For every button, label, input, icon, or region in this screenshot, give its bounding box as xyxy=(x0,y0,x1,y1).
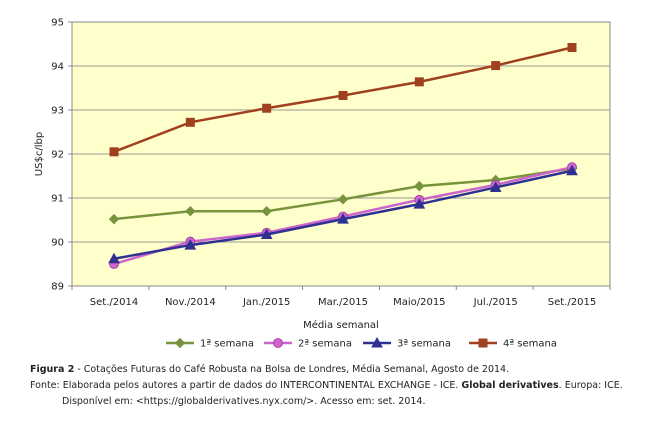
legend-label: 2ª semana xyxy=(298,339,352,350)
legend-label: 3ª semana xyxy=(397,339,451,350)
y-tick-label: 91 xyxy=(51,194,64,205)
data-point xyxy=(185,117,195,127)
legend-label: 4ª semana xyxy=(503,339,557,350)
legend-marker xyxy=(174,337,186,349)
data-point xyxy=(413,198,426,209)
y-tick-label: 95 xyxy=(51,18,64,29)
x-tick-label: Nov./2014 xyxy=(165,297,216,308)
data-point xyxy=(414,180,425,192)
source-bold: Global derivatives xyxy=(461,380,559,391)
x-tick-label: Jul./2015 xyxy=(473,297,518,308)
data-point xyxy=(566,164,578,176)
data-point xyxy=(338,90,348,100)
data-point xyxy=(109,147,119,157)
legend-marker xyxy=(478,338,488,348)
x-axis-title: Média semanal xyxy=(303,319,379,331)
figure-label: Figura 2 xyxy=(30,364,75,375)
legend: 1ª semana 2ª semana 3ª semana 4ª semana xyxy=(166,336,557,350)
legend-marker xyxy=(273,338,283,348)
series-3 xyxy=(108,164,578,264)
data-point xyxy=(337,194,349,205)
legend-item-3: 3ª semana xyxy=(363,336,451,350)
legend-label: 1ª semana xyxy=(200,339,254,350)
series-4 xyxy=(109,43,577,157)
figure-caption: Figura 2 - Cotações Futuras do Café Robu… xyxy=(30,362,509,378)
legend-item-1: 1ª semana xyxy=(166,337,254,350)
data-point xyxy=(489,181,502,192)
y-axis-title: US$c/lbp xyxy=(34,132,45,176)
data-point xyxy=(337,213,349,224)
data-point xyxy=(108,252,120,264)
y-axis-ticks: 89 90 91 92 93 94 95 xyxy=(51,18,72,293)
x-tick-label: Set./2014 xyxy=(90,297,138,308)
x-tick-label: Mar./2015 xyxy=(318,297,368,308)
data-point xyxy=(262,103,272,113)
data-point xyxy=(108,213,120,225)
source-prefix: Fonte: Elaborada pelos autores a partir … xyxy=(30,380,462,391)
x-tick-label: Maio/2015 xyxy=(393,297,445,308)
source-suffix: . Europa: ICE. xyxy=(558,380,623,391)
data-point xyxy=(185,205,196,217)
legend-item-2: 2ª semana xyxy=(264,338,352,350)
y-tick-label: 89 xyxy=(51,282,64,293)
y-tick-label: 92 xyxy=(51,150,64,161)
legend-item-4: 4ª semana xyxy=(469,338,557,350)
data-point xyxy=(261,205,272,217)
x-tick-label: Set./2015 xyxy=(548,297,596,308)
data-point xyxy=(260,228,273,240)
series-group xyxy=(108,43,578,269)
y-tick-label: 90 xyxy=(51,238,64,249)
available-line: Disponível em: <https://globalderivative… xyxy=(62,396,426,407)
legend-marker xyxy=(371,336,383,348)
source-line: Fonte: Elaborada pelos autores a partir … xyxy=(30,378,623,394)
data-point xyxy=(491,61,501,71)
line-chart: 89 90 91 92 93 94 95 Set./2014 Nov./2014 Jan./20… xyxy=(34,18,611,350)
data-point xyxy=(414,77,424,87)
y-tick-label: 93 xyxy=(51,106,64,117)
data-point xyxy=(184,239,197,250)
x-axis-ticks: Set./2014 Nov./2014 Jan./2015 Mar./2015 Maio… xyxy=(71,286,611,308)
data-point xyxy=(567,43,577,53)
figure-text: - Cotações Futuras do Café Robusta na Bo… xyxy=(74,364,510,375)
x-tick-label: Jan./2015 xyxy=(242,297,290,308)
y-tick-label: 94 xyxy=(51,62,64,73)
